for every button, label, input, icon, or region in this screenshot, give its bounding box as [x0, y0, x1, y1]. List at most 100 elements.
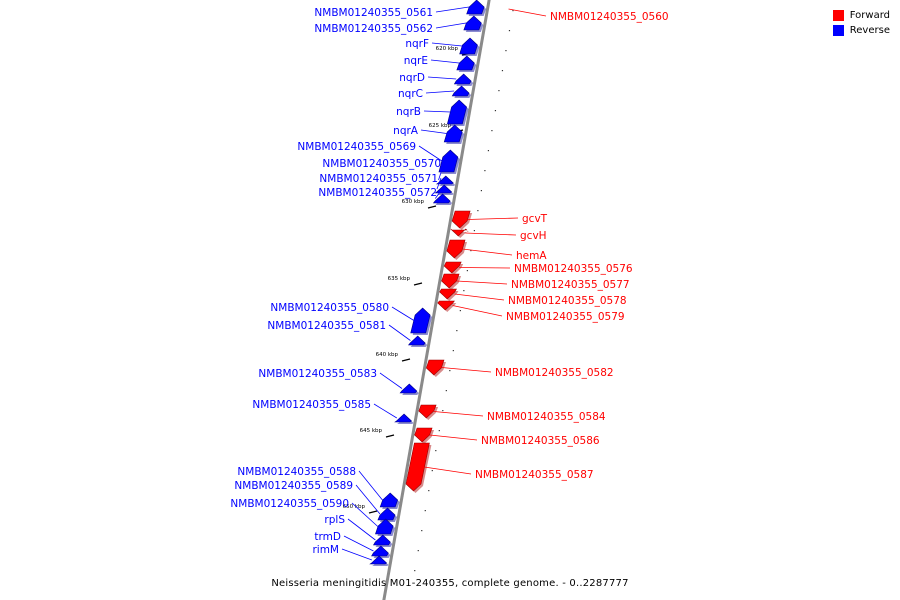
- gene-feature[interactable]: NMBM01240355_0586: [414, 427, 600, 447]
- gene-label[interactable]: NMBM01240355_0584: [487, 411, 606, 423]
- gene-label[interactable]: rimM: [312, 544, 339, 556]
- gene-feature[interactable]: NMBM01240355_0588: [237, 466, 400, 509]
- gene-feature[interactable]: gcvH: [450, 228, 547, 242]
- gene-label[interactable]: NMBM01240355_0582: [495, 367, 614, 379]
- gene-glyph[interactable]: [410, 307, 431, 334]
- gene-label[interactable]: NMBM01240355_0579: [506, 311, 625, 323]
- gene-glyph[interactable]: [369, 555, 388, 565]
- gene-label[interactable]: NMBM01240355_0580: [270, 302, 389, 314]
- gene-label[interactable]: NMBM01240355_0589: [234, 480, 353, 492]
- gene-glyph[interactable]: [466, 0, 485, 15]
- gene-feature[interactable]: NMBM01240355_0579: [437, 300, 625, 323]
- gene-feature[interactable]: rimM: [312, 544, 389, 566]
- gene-glyph[interactable]: [456, 55, 475, 71]
- gene-feature[interactable]: trmD: [314, 531, 391, 558]
- gene-glyph[interactable]: [399, 383, 418, 394]
- gene-glyph[interactable]: [405, 442, 430, 492]
- gene-glyph[interactable]: [446, 239, 466, 259]
- gene-feature[interactable]: NMBM01240355_0580: [270, 302, 433, 335]
- gene-label[interactable]: trmD: [314, 531, 341, 543]
- gene-label[interactable]: nqrE: [404, 55, 428, 67]
- gene-feature[interactable]: NMBM01240355_0569: [297, 141, 460, 174]
- gene-label[interactable]: NMBM01240355_0561: [314, 7, 433, 19]
- gene-feature[interactable]: gcvT: [451, 210, 548, 230]
- gene-glyph[interactable]: [437, 300, 455, 311]
- gene-feature[interactable]: NMBM01240355_0584: [418, 404, 606, 423]
- gene-feature[interactable]: NMBM01240355_0589: [234, 480, 398, 522]
- gene-glyph[interactable]: [375, 518, 394, 535]
- gene-feature[interactable]: NMBM01240355_0583: [258, 368, 419, 395]
- gene-label[interactable]: NMBM01240355_0587: [475, 469, 594, 481]
- gene-label[interactable]: NMBM01240355_0585: [252, 399, 371, 411]
- gene-feature[interactable]: NMBM01240355_0578: [439, 288, 627, 307]
- gene-label[interactable]: hemA: [516, 250, 547, 262]
- gene-feature[interactable]: nqrB: [396, 99, 469, 126]
- gene-glyph[interactable]: [446, 99, 467, 125]
- gene-feature[interactable]: nqrD: [399, 72, 474, 86]
- gene-feature[interactable]: NMBM01240355_0571: [319, 173, 454, 195]
- gene-label[interactable]: gcvH: [520, 230, 547, 242]
- gene-label[interactable]: NMBM01240355_0586: [481, 435, 600, 447]
- gene-feature[interactable]: nqrA: [393, 124, 465, 144]
- gene-label[interactable]: rplS: [324, 514, 345, 526]
- gene-glyph[interactable]: [407, 335, 426, 346]
- gene-feature[interactable]: NMBM01240355_0572: [318, 187, 453, 205]
- gene-glyph[interactable]: [451, 85, 470, 97]
- gene-label[interactable]: NMBM01240355_0581: [267, 320, 386, 332]
- gene-glyph[interactable]: [463, 15, 482, 31]
- gene-label[interactable]: nqrC: [398, 88, 423, 100]
- gene-label[interactable]: nqrF: [405, 38, 429, 50]
- gene-label[interactable]: NMBM01240355_0577: [511, 279, 630, 291]
- gene-glyph[interactable]: [371, 545, 389, 557]
- gene-glyph[interactable]: [373, 534, 391, 546]
- gene-feature[interactable]: NMBM01240355_0582: [426, 359, 614, 379]
- gene-feature[interactable]: rplS: [324, 514, 393, 547]
- gene-label[interactable]: NMBM01240355_0572: [318, 187, 437, 199]
- gene-label[interactable]: NMBM01240355_0560: [550, 11, 669, 23]
- gene-glyph[interactable]: [418, 404, 437, 419]
- gene-glyph[interactable]: [443, 124, 463, 143]
- gene-feature[interactable]: NMBM01240355_0570: [322, 158, 456, 186]
- gene-glyph[interactable]: [432, 193, 451, 204]
- gene-label[interactable]: NMBM01240355_0578: [508, 295, 627, 307]
- gene-glyph[interactable]: [438, 149, 459, 173]
- gene-glyph[interactable]: [394, 413, 412, 423]
- gene-feature[interactable]: NMBM01240355_0576: [443, 261, 633, 275]
- gene-label[interactable]: nqrA: [393, 125, 419, 137]
- gene-feature[interactable]: NMBM01240355_0585: [252, 399, 414, 424]
- gene-glyph[interactable]: [459, 37, 478, 55]
- gene-label[interactable]: gcvT: [522, 213, 548, 225]
- gene-glyph[interactable]: [450, 228, 468, 237]
- gene-feature[interactable]: nqrF: [405, 37, 480, 56]
- gene-glyph[interactable]: [377, 507, 396, 521]
- gene-label[interactable]: NMBM01240355_0569: [297, 141, 416, 153]
- gene-glyph[interactable]: [414, 427, 433, 443]
- gene-feature[interactable]: NMBM01240355_0590: [230, 498, 396, 536]
- gene-feature[interactable]: NMBM01240355_0581: [267, 320, 428, 347]
- gene-label[interactable]: NMBM01240355_0588: [237, 466, 356, 478]
- gene-label[interactable]: NMBM01240355_0570: [322, 158, 441, 170]
- gene-glyph[interactable]: [443, 261, 462, 274]
- gene-feature[interactable]: nqrC: [398, 85, 472, 100]
- gene-feature[interactable]: nqrE: [404, 55, 477, 72]
- gene-glyph[interactable]: [451, 210, 471, 229]
- gene-glyph[interactable]: [434, 184, 453, 194]
- gene-glyph[interactable]: [441, 273, 460, 289]
- gene-feature[interactable]: NMBM01240355_0577: [441, 273, 630, 291]
- gene-glyph[interactable]: [453, 73, 472, 85]
- gene-label[interactable]: NMBM01240355_0583: [258, 368, 377, 380]
- gene-glyph[interactable]: [379, 492, 398, 508]
- gene-feature[interactable]: NMBM01240355_0562: [314, 15, 484, 35]
- gene-glyph[interactable]: [426, 359, 445, 376]
- gene-label[interactable]: NMBM01240355_0562: [314, 23, 433, 35]
- gene-feature[interactable]: hemA: [446, 239, 547, 262]
- gene-feature[interactable]: NMBM01240355_0561: [314, 0, 487, 19]
- gene-label[interactable]: NMBM01240355_0590: [230, 498, 349, 510]
- gene-label[interactable]: NMBM01240355_0571: [319, 173, 438, 185]
- gene-label[interactable]: nqrD: [399, 72, 425, 84]
- gene-label[interactable]: NMBM01240355_0576: [514, 263, 633, 275]
- gene-feature[interactable]: NMBM01240355_0560: [508, 8, 669, 23]
- gene-glyph[interactable]: [439, 288, 457, 300]
- gene-label[interactable]: nqrB: [396, 106, 421, 118]
- gene-feature[interactable]: NMBM01240355_0587: [405, 442, 594, 493]
